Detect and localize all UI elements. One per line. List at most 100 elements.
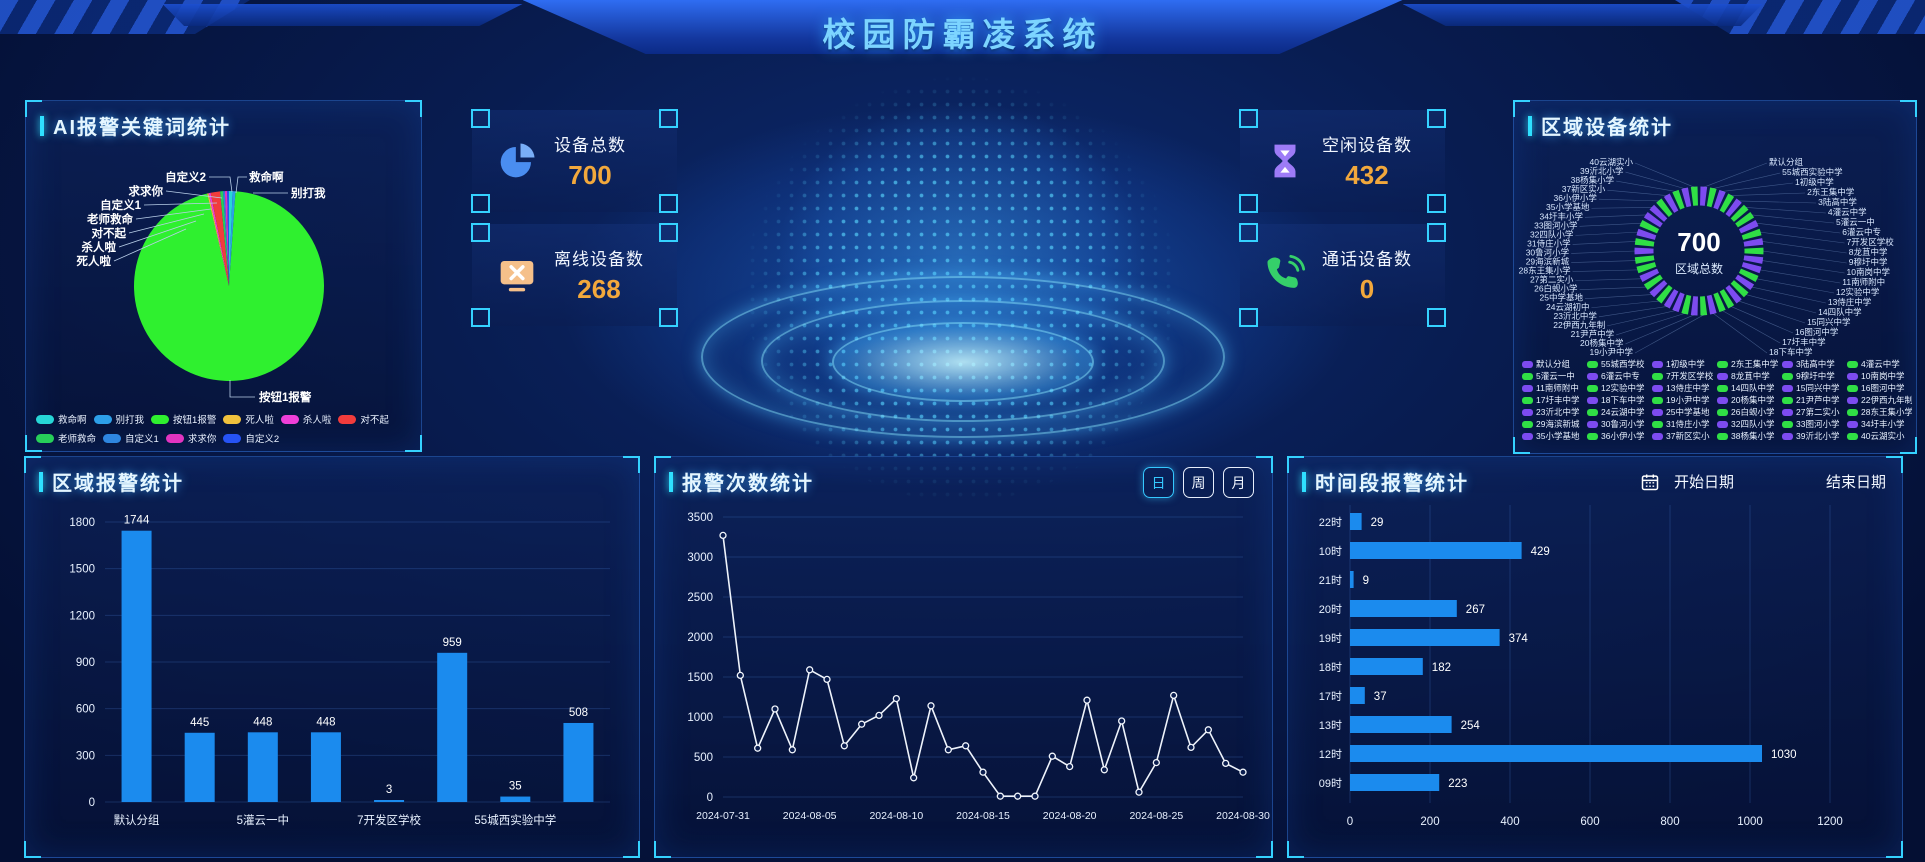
day-button[interactable]: 日 [1143, 467, 1174, 498]
legend-item[interactable]: 12实验中学 [1587, 382, 1652, 394]
legend-item[interactable]: 16图河中学 [1847, 382, 1912, 394]
legend-item[interactable]: 死人啦 [223, 412, 274, 426]
legend-item[interactable]: 2东王集中学 [1717, 358, 1782, 370]
legend-item[interactable]: 10南岗中学 [1847, 370, 1912, 382]
legend-item[interactable]: 自定义2 [223, 431, 279, 445]
legend-chip [1847, 396, 1858, 404]
legend-item[interactable]: 37新区实小 [1652, 430, 1717, 442]
legend-item[interactable]: 对不起 [338, 412, 389, 426]
pie-callout-label: 别打我 [290, 186, 326, 200]
legend-item[interactable]: 17圩丰中学 [1522, 394, 1587, 406]
donut-segment [1719, 289, 1735, 309]
data-point [1014, 792, 1022, 800]
legend-item[interactable]: 26白蚬小学 [1717, 406, 1782, 418]
legend-chip [1847, 408, 1858, 416]
legend-item[interactable]: 20杨集中学 [1717, 394, 1782, 406]
legend-item[interactable]: 别打我 [93, 412, 144, 426]
legend-item[interactable]: 13侍庄中学 [1652, 382, 1717, 394]
legend-item[interactable]: 29海滨新城 [1522, 418, 1587, 430]
donut-segment [1743, 238, 1764, 247]
legend-item[interactable]: 31侍庄小学 [1652, 418, 1717, 430]
legend-item[interactable]: 19小尹中学 [1652, 394, 1717, 406]
pie-callout-label: 按钮1报警 [259, 390, 312, 404]
week-button[interactable]: 周 [1183, 467, 1214, 498]
start-date-input[interactable]: 开始日期 [1673, 474, 1734, 491]
legend-item[interactable]: 40云湖实小 [1847, 430, 1912, 442]
donut-callout-line [1591, 207, 1653, 209]
legend-item[interactable]: 默认分组 [1522, 358, 1587, 370]
legend-item[interactable]: 55城西学校 [1587, 358, 1652, 370]
donut-segment [1738, 268, 1759, 282]
donut-callout-line [1571, 250, 1636, 254]
bar [1350, 774, 1440, 791]
legend-chip [103, 433, 122, 443]
bar-value-label: 959 [443, 637, 462, 649]
x-axis-tick: 2024-08-10 [869, 810, 923, 822]
y-axis-tick: 900 [76, 657, 95, 669]
legend-item[interactable]: 4灌云中学 [1847, 358, 1912, 370]
legend-item[interactable]: 33图河小学 [1782, 418, 1847, 430]
legend-item[interactable]: 28东王集小学 [1847, 406, 1912, 418]
legend-item[interactable]: 34圩丰小学 [1847, 418, 1912, 430]
legend-chip [1717, 384, 1728, 392]
legend-item[interactable]: 18下车中学 [1587, 394, 1652, 406]
donut-callout-label: 14四队中学 [1818, 307, 1862, 317]
data-point [944, 746, 952, 754]
legend-item[interactable]: 21尹芦中学 [1782, 394, 1847, 406]
title-tick [1302, 471, 1306, 492]
legend-item[interactable]: 救命啊 [36, 412, 87, 426]
pie-callout-label: 自定义2 [165, 170, 206, 184]
x-axis-tick: 7开发区学校 [357, 813, 421, 827]
legend-item[interactable]: 22伊西九年制 [1847, 394, 1912, 406]
month-button[interactable]: 月 [1223, 467, 1254, 498]
bar-value-label: 35 [509, 781, 522, 793]
bar [184, 732, 215, 802]
legend-item[interactable]: 32四队小学 [1717, 418, 1782, 430]
donut-callout-line [1591, 300, 1660, 309]
legend-item[interactable]: 35小学基地 [1522, 430, 1587, 442]
x-axis-tick: 2024-08-30 [1216, 810, 1270, 822]
donut-segment [1725, 198, 1742, 218]
donut-callout-line [1745, 294, 1817, 314]
legend-item[interactable]: 11南师附中 [1522, 382, 1587, 394]
legend-item[interactable]: 自定义1 [103, 431, 159, 445]
donut-callout-label: 21尹芦中学 [1571, 329, 1615, 339]
legend-item[interactable]: 6灌云中专 [1587, 370, 1652, 382]
legend-item[interactable]: 3陆高中学 [1782, 358, 1847, 370]
stat-value: 700 [568, 160, 612, 190]
y-axis-tick: 1800 [69, 517, 95, 529]
legend-item[interactable]: 8龙苴中学 [1717, 370, 1782, 382]
legend-item[interactable]: 求求你 [165, 431, 216, 445]
donut-segment [1719, 193, 1735, 213]
panel-title-row: AI报警关键词统计 [40, 111, 231, 140]
legend-item[interactable]: 36小伊小学 [1587, 430, 1652, 442]
y-axis-tick: 1500 [687, 672, 713, 684]
bar [1350, 658, 1423, 675]
legend-item[interactable]: 38杨集小学 [1717, 430, 1782, 442]
pie-slice [220, 191, 229, 286]
legend-item[interactable]: 39沂北小学 [1782, 430, 1847, 442]
legend-item[interactable]: 27第二实小 [1782, 406, 1847, 418]
legend-chip [151, 414, 170, 424]
legend-item[interactable]: 7开发区学校 [1652, 370, 1717, 382]
legend-item[interactable]: 30鲁河小学 [1587, 418, 1652, 430]
legend-item[interactable]: 1初级中学 [1652, 358, 1717, 370]
legend-item[interactable]: 杀人啦 [280, 412, 331, 426]
legend-item[interactable]: 14四队中学 [1717, 382, 1782, 394]
legend-item[interactable]: 5灌云一中 [1522, 370, 1587, 382]
end-date-input[interactable]: 结束日期 [1825, 474, 1886, 491]
donut-segment [1706, 187, 1717, 208]
pie-callout-label: 老师救命 [86, 212, 133, 226]
legend-chip [1522, 396, 1533, 404]
legend-item[interactable]: 9穆圩中学 [1782, 370, 1847, 382]
donut-segment [1643, 211, 1663, 228]
legend-item[interactable]: 15同兴中学 [1782, 382, 1847, 394]
legend-item[interactable]: 24云湖中学 [1587, 406, 1652, 418]
legend-item[interactable]: 23沂北中学 [1522, 406, 1587, 418]
legend-item[interactable]: 按钮1报警 [151, 412, 216, 426]
pie-callout-line [209, 176, 233, 193]
donut-callout-label: 6灌云中专 [1842, 227, 1881, 237]
legend-item[interactable]: 25中学基地 [1652, 406, 1717, 418]
y-axis-tick: 3500 [687, 512, 713, 524]
legend-item[interactable]: 老师救命 [36, 431, 96, 445]
